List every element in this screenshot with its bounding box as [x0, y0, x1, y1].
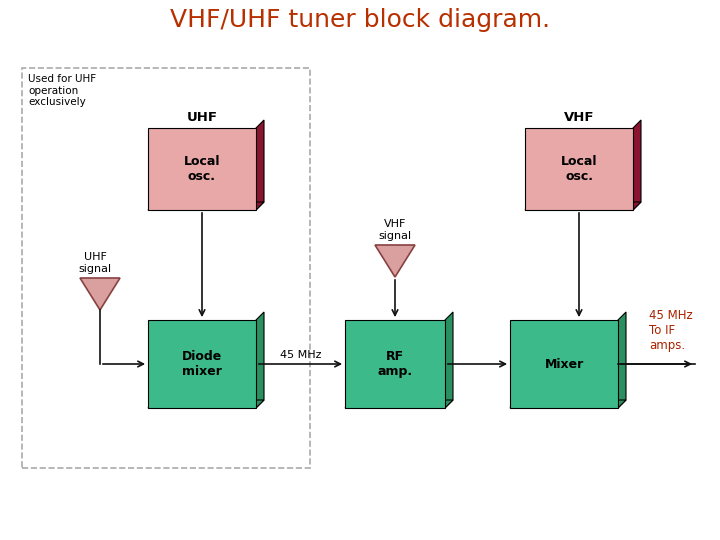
Text: 45 MHz: 45 MHz: [280, 350, 321, 360]
Polygon shape: [256, 312, 264, 408]
Text: Local
osc.: Local osc.: [184, 155, 220, 183]
Text: RF
amp.: RF amp.: [377, 350, 413, 378]
Polygon shape: [80, 278, 120, 310]
Text: UHF
signal: UHF signal: [78, 252, 112, 274]
Text: VHF: VHF: [564, 111, 594, 124]
Polygon shape: [525, 202, 641, 210]
Bar: [525, 128, 633, 210]
Text: Diode
mixer: Diode mixer: [182, 350, 222, 378]
Polygon shape: [618, 312, 626, 408]
Text: VHF
signal: VHF signal: [379, 219, 412, 241]
Polygon shape: [148, 202, 264, 210]
Polygon shape: [375, 245, 415, 277]
Text: UHF: UHF: [186, 111, 217, 124]
Polygon shape: [148, 400, 264, 408]
Text: Used for UHF
operation
exclusively: Used for UHF operation exclusively: [28, 74, 96, 107]
Polygon shape: [445, 312, 453, 408]
Text: 45 MHz
To IF
amps.: 45 MHz To IF amps.: [649, 309, 693, 352]
Bar: [148, 320, 256, 408]
Bar: [148, 128, 256, 210]
Polygon shape: [633, 120, 641, 210]
Bar: [345, 320, 445, 408]
Text: Local
osc.: Local osc.: [561, 155, 598, 183]
Text: Mixer: Mixer: [544, 357, 584, 370]
Bar: [510, 320, 618, 408]
Text: VHF/UHF tuner block diagram.: VHF/UHF tuner block diagram.: [170, 8, 550, 32]
Polygon shape: [345, 400, 453, 408]
Polygon shape: [510, 400, 626, 408]
Bar: [22, 68, 310, 468]
Polygon shape: [256, 120, 264, 210]
